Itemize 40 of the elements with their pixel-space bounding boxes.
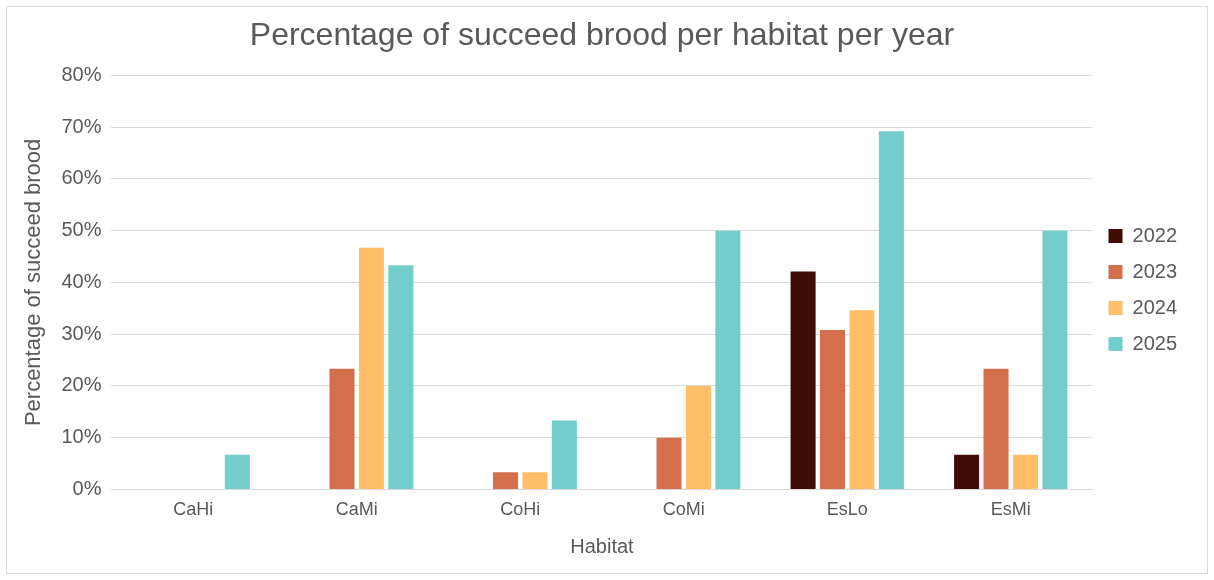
y-axis-title: Percentage of succeed brood (20, 138, 46, 427)
bar (551, 420, 577, 489)
y-tick-label: 30% (61, 321, 102, 344)
bar (849, 310, 875, 489)
bar (878, 131, 904, 489)
legend-label: 2023 (1132, 259, 1178, 282)
legend-label: 2024 (1132, 295, 1178, 318)
y-tick-label: 10% (61, 425, 102, 448)
x-axis-title: Habitat (570, 534, 635, 557)
bar (388, 265, 414, 489)
x-tick-label: CaMi (335, 499, 378, 520)
bar (954, 454, 980, 489)
y-tick-label: 80% (61, 62, 102, 85)
bar (492, 472, 519, 489)
bar (685, 385, 711, 489)
y-tick-label: 50% (61, 218, 102, 241)
x-tick-label: CoHi (500, 499, 541, 520)
y-tick-label: 70% (61, 114, 102, 137)
bar (983, 368, 1009, 489)
legend-label: 2025 (1132, 331, 1178, 354)
bar (715, 230, 741, 489)
x-tick-label: CaHi (173, 499, 214, 520)
bar (656, 437, 682, 489)
x-tick-label: EsLo (826, 499, 868, 520)
bar (329, 368, 355, 489)
bar (790, 271, 816, 489)
x-tick-label: EsMi (990, 499, 1031, 520)
legend-label: 2022 (1132, 223, 1178, 246)
bar (1012, 454, 1038, 489)
y-tick-label: 0% (72, 476, 102, 499)
chart-title: Percentage of succeed brood per habitat per year (249, 16, 955, 53)
y-tick-label: 20% (61, 373, 102, 396)
y-tick-label: 60% (61, 166, 102, 189)
y-tick-label: 40% (61, 269, 102, 292)
x-tick-label: CoMi (662, 499, 705, 520)
bar (358, 247, 384, 489)
bar (820, 330, 846, 489)
bar (1042, 230, 1068, 489)
bar (522, 472, 548, 489)
bar (224, 454, 250, 489)
